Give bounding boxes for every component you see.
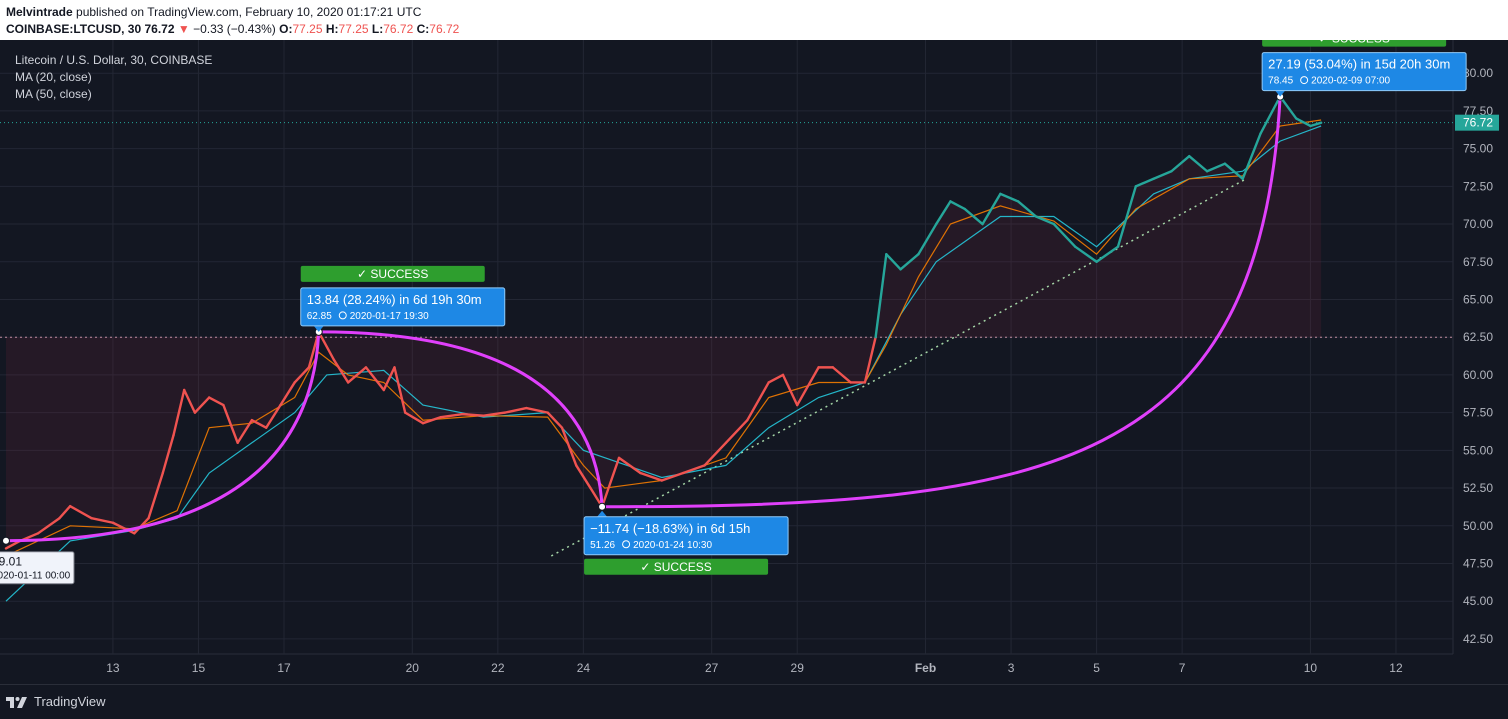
time-tick-label: 27 [705, 661, 719, 675]
callout-price-text: 78.45 [1268, 76, 1293, 87]
author-name[interactable]: Melvintrade [6, 5, 73, 19]
legend-ma50[interactable]: MA (50, close) [15, 87, 92, 101]
price-tick-label: 55.00 [1463, 443, 1493, 457]
callout-main-text: 13.84 (28.24%) in 6d 19h 30m [307, 292, 482, 307]
success-badge: ✓ SUCCESS [1262, 40, 1446, 47]
time-tick-label: 5 [1093, 661, 1100, 675]
symbol-line: COINBASE:LTCUSD, 30 76.72 ▼ −0.33 (−0.43… [6, 22, 459, 36]
price-tick-label: 52.50 [1463, 481, 1493, 495]
high-label: H: [326, 22, 339, 36]
tradingview-brand: TradingView [34, 694, 106, 709]
price-tick-label: 80.00 [1463, 66, 1493, 80]
time-tick-label: 15 [192, 661, 206, 675]
last-price: 76.72 [144, 22, 174, 36]
current-price-tag: 76.72 [1455, 115, 1499, 131]
low-label: L: [372, 22, 383, 36]
target-callout[interactable]: −11.74 (−18.63%) in 6d 15h 51.26 2020-01-2… [584, 517, 788, 555]
success-badge: ✓ SUCCESS [301, 266, 485, 282]
publish-info: published on TradingView.com, February 1… [76, 5, 421, 19]
success-badge-text: ✓ SUCCESS [640, 560, 711, 574]
callout-date-text: 2020-01-17 19:30 [350, 311, 429, 322]
chart-legend-title: Litecoin / U.S. Dollar, 30, COINBASE [15, 53, 212, 67]
high-value: 77.25 [339, 22, 369, 36]
success-badge: ✓ SUCCESS [584, 559, 768, 575]
open-value: 77.25 [293, 22, 323, 36]
time-tick-label: 24 [577, 661, 591, 675]
price-tick-label: 75.00 [1463, 142, 1493, 156]
tradingview-logo-icon [6, 694, 30, 708]
price-tick-label: 67.50 [1463, 255, 1493, 269]
price-tick-label: 45.00 [1463, 594, 1493, 608]
price-chart[interactable]: 42.50 45.00 47.50 50.00 52.50 55.00 57.50 60.00… [0, 40, 1508, 684]
price-segment [462, 414, 483, 416]
time-tick-label: Feb [915, 661, 936, 675]
start-price-text: 49.01 [0, 555, 22, 569]
time-tick-label: 22 [491, 661, 505, 675]
price-change: −0.33 (−0.43%) [193, 22, 276, 36]
price-tick-label: 57.50 [1463, 406, 1493, 420]
time-tick-label: 13 [106, 661, 120, 675]
price-tick-label: 60.00 [1463, 368, 1493, 382]
callout-date-text: 2020-01-24 10:30 [633, 540, 712, 551]
close-label: C: [417, 22, 430, 36]
callout-price-text: 62.85 [307, 311, 332, 322]
price-tick-label: 72.50 [1463, 179, 1493, 193]
symbol-label: COINBASE:LTCUSD, 30 [6, 22, 141, 36]
time-tick-label: 12 [1389, 661, 1403, 675]
callout-price-text: 51.26 [590, 540, 615, 551]
time-tick-label: 29 [791, 661, 805, 675]
success-badge-text: ✓ SUCCESS [357, 267, 428, 281]
success-badge-text: ✓ SUCCESS [1318, 40, 1389, 46]
start-date-text: 2020-01-11 00:00 [0, 571, 71, 582]
time-tick-label: 3 [1008, 661, 1015, 675]
anchor-point[interactable] [599, 503, 606, 510]
time-tick-label: 20 [406, 661, 420, 675]
price-tick-label: 70.00 [1463, 217, 1493, 231]
open-label: O: [279, 22, 292, 36]
price-tick-label: 50.00 [1463, 519, 1493, 533]
time-tick-label: 17 [277, 661, 291, 675]
price-tick-label: 47.50 [1463, 556, 1493, 570]
down-arrow-icon: ▼ [178, 22, 190, 36]
close-value: 76.72 [429, 22, 459, 36]
time-tick-label: 7 [1179, 661, 1186, 675]
legend-ma20[interactable]: MA (20, close) [15, 70, 92, 84]
callout-date-text: 2020-02-09 07:00 [1311, 76, 1390, 87]
tradingview-logo[interactable]: TradingView [6, 692, 106, 710]
time-tick-label: 10 [1304, 661, 1318, 675]
low-value: 76.72 [383, 22, 413, 36]
price-tick-label: 62.50 [1463, 330, 1493, 344]
price-tick-label: 42.50 [1463, 632, 1493, 646]
current-price-tag-text: 76.72 [1463, 116, 1493, 130]
callout-main-text: 27.19 (53.04%) in 15d 20h 30m [1268, 57, 1450, 72]
start-price-label: 49.01 2020-01-11 00:00 [0, 552, 74, 584]
publish-header: Melvintrade published on TradingView.com… [0, 0, 1508, 40]
footer-bar: TradingView [0, 684, 1508, 719]
price-tick-label: 65.00 [1463, 292, 1493, 306]
target-callout[interactable]: 13.84 (28.24%) in 6d 19h 30m 62.85 2020-01… [301, 288, 505, 326]
anchor-point[interactable] [3, 537, 10, 544]
callout-main-text: −11.74 (−18.63%) in 6d 15h [590, 521, 750, 536]
publish-line: Melvintrade published on TradingView.com… [6, 5, 421, 19]
target-callout[interactable]: 27.19 (53.04%) in 15d 20h 30m 78.45 2020-0… [1262, 53, 1466, 91]
